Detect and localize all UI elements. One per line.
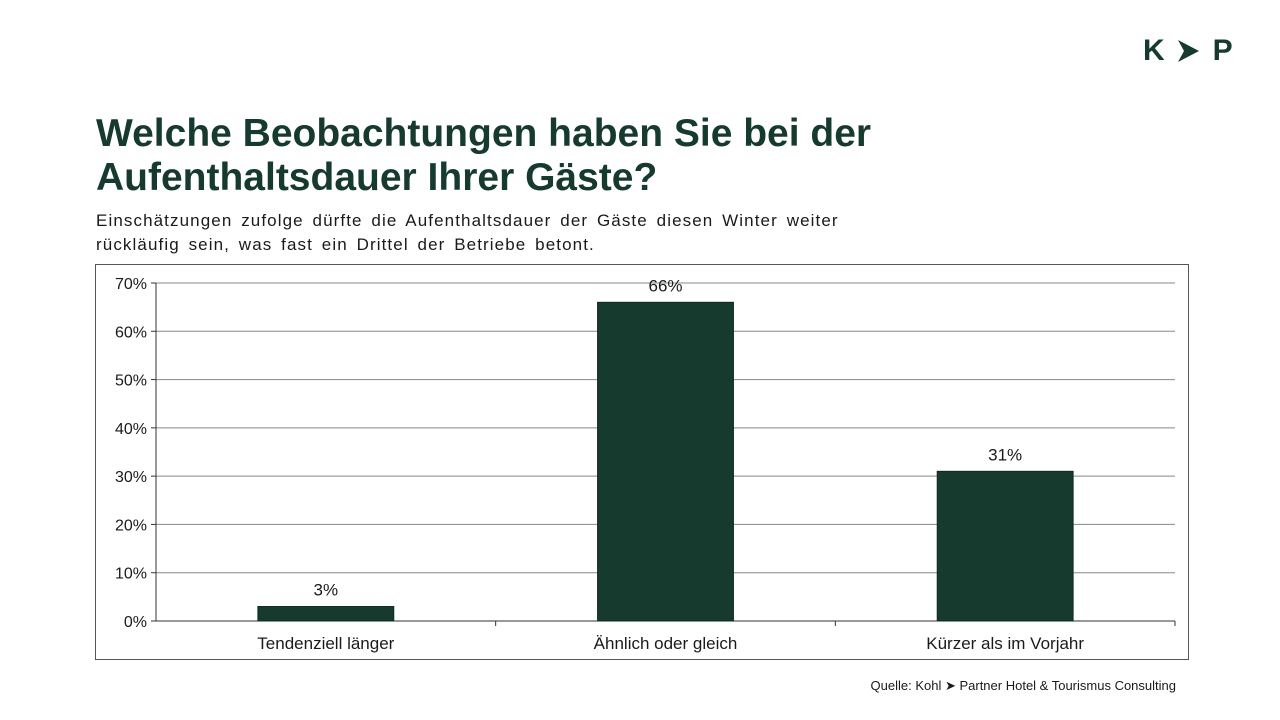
logo-letter-p: P xyxy=(1212,34,1233,67)
bar xyxy=(257,606,395,622)
logo-letter-k: K xyxy=(1143,34,1165,67)
chevron-right-icon xyxy=(1177,40,1199,62)
x-tick-label: Kürzer als im Vorjahr xyxy=(926,634,1084,653)
y-tick-label: 0% xyxy=(124,614,147,631)
x-tick-label: Ähnlich oder gleich xyxy=(594,634,738,653)
source-note: Quelle: Kohl ➤ Partner Hotel & Tourismus… xyxy=(870,678,1176,693)
page-title: Welche Beobachtungen haben Sie bei der A… xyxy=(96,112,872,199)
data-label: 66% xyxy=(648,276,682,295)
y-tick-label: 50% xyxy=(115,373,147,390)
y-tick-label: 10% xyxy=(115,566,147,583)
data-label: 3% xyxy=(314,581,339,600)
y-tick-label: 20% xyxy=(115,517,147,534)
bar xyxy=(936,470,1074,622)
bar-chart: 0% 10% 20% 30% 40% 50% 60% 70% 3% Tendenziell län… xyxy=(115,276,1176,653)
y-tick-label: 40% xyxy=(115,421,147,438)
y-tick-label: 70% xyxy=(115,276,147,293)
y-tick-label: 60% xyxy=(115,324,147,341)
data-label: 31% xyxy=(988,445,1022,464)
page-subtitle: Einschätzungen zufolge dürfte die Aufent… xyxy=(96,211,839,254)
kp-logo: K P xyxy=(1143,36,1243,66)
x-tick-label: Tendenziell länger xyxy=(257,634,394,653)
bar xyxy=(597,301,734,622)
y-tick-label: 30% xyxy=(115,469,147,486)
chart-frame: 0% 10% 20% 30% 40% 50% 60% 70% 3% Tendenziell län… xyxy=(95,264,1189,660)
